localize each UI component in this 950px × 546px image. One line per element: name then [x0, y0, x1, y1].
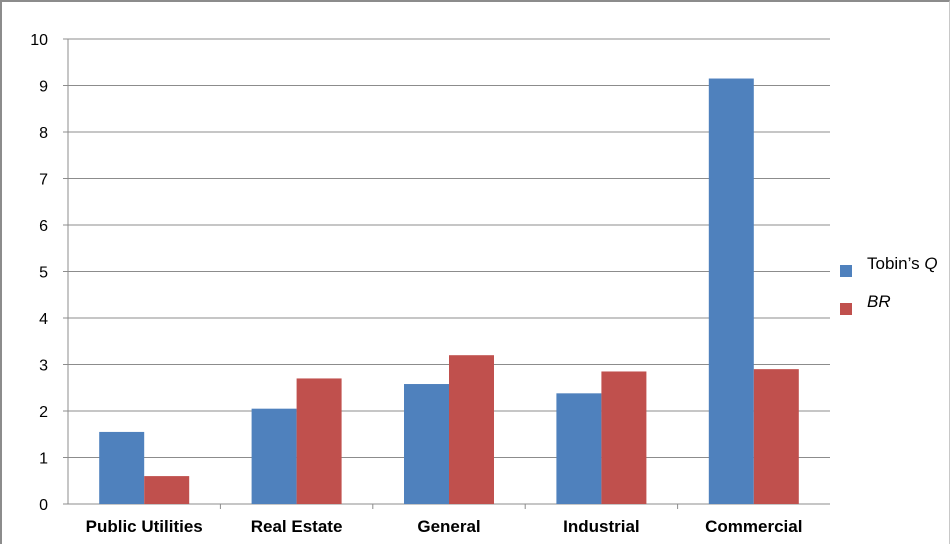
- y-tick-label: 7: [39, 172, 48, 189]
- bar-tobins-q-commercial: [708, 78, 754, 505]
- bar-tobins-q-real-estate: [251, 408, 297, 504]
- x-category-label: Public Utilities: [86, 517, 203, 536]
- bar-tobins-q-industrial: [556, 393, 602, 504]
- y-tick-label: 10: [30, 32, 48, 49]
- legend-swatch: [840, 303, 852, 315]
- x-category-label: General: [417, 517, 480, 536]
- y-tick-label: 3: [39, 358, 48, 375]
- legend-label: Tobin’s Q: [867, 254, 938, 273]
- y-tick-label: 0: [39, 497, 48, 514]
- x-category-label: Real Estate: [251, 517, 343, 536]
- y-tick-label: 6: [39, 218, 48, 235]
- legend-swatch: [840, 265, 852, 277]
- y-axis-ticks: 0 1 2 3 4 5 6 7 8 9 10: [30, 32, 48, 514]
- bar-tobins-q-public-utilities: [99, 431, 145, 504]
- y-tick-label: 8: [39, 125, 48, 142]
- bar-br-general: [449, 355, 494, 504]
- bar-br-industrial: [601, 371, 647, 504]
- legend: Tobin’s Q BR: [840, 254, 938, 315]
- legend-label: BR: [867, 292, 891, 311]
- bar-br-commercial: [753, 369, 799, 504]
- y-tick-label: 2: [39, 404, 48, 421]
- y-tick-label: 5: [39, 265, 48, 282]
- x-category-label: Industrial: [563, 517, 640, 536]
- bars: [99, 78, 799, 505]
- bar-br-real-estate: [296, 378, 342, 504]
- y-tick-label: 1: [39, 451, 48, 468]
- x-axis-categories: Public Utilities Real Estate General Indust…: [86, 517, 803, 536]
- x-category-label: Commercial: [705, 517, 802, 536]
- gridlines: [68, 38, 830, 458]
- y-tick-label: 9: [39, 79, 48, 96]
- bar-br-public-utilities: [144, 476, 190, 504]
- y-tick-label: 4: [39, 311, 48, 328]
- bar-tobins-q-general: [404, 384, 449, 504]
